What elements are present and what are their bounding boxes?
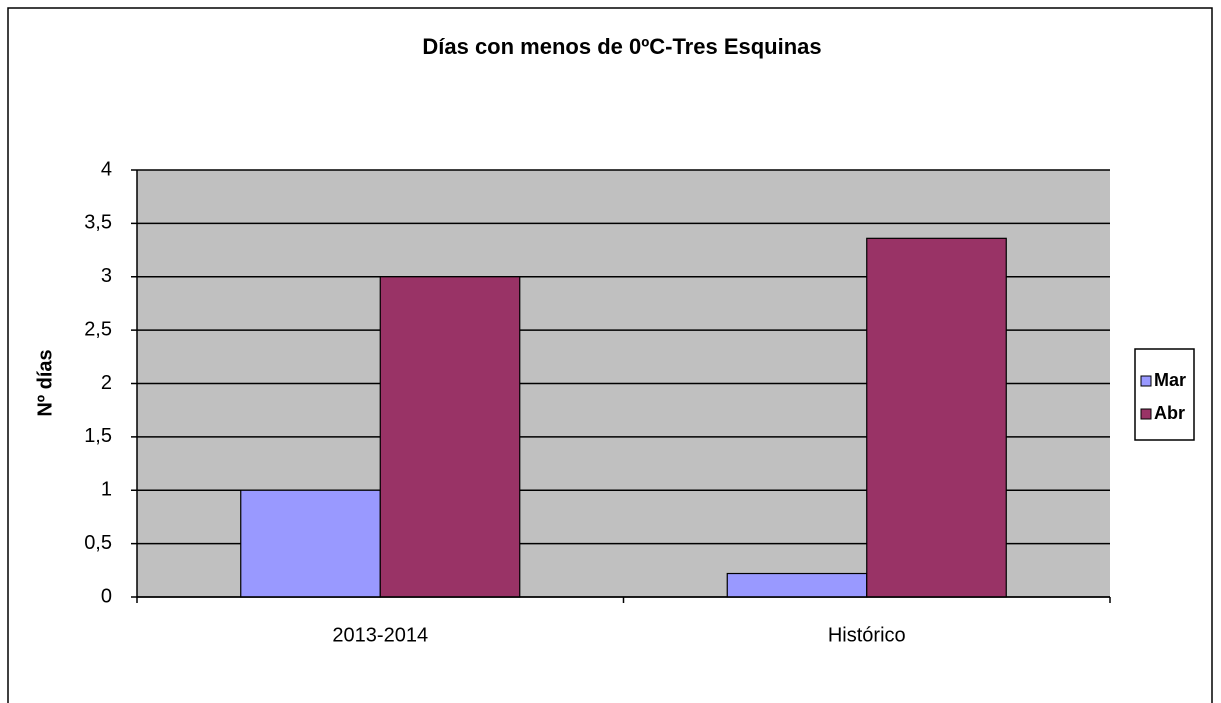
y-tick-label: 3,5 xyxy=(84,212,112,234)
bar xyxy=(379,276,521,598)
legend-swatch xyxy=(1140,408,1152,420)
bar xyxy=(866,237,1007,598)
bar xyxy=(240,489,381,598)
x-tick-label: Histórico xyxy=(828,624,906,646)
y-tick-label: 1,5 xyxy=(84,425,112,447)
y-tick-label: 2,5 xyxy=(84,318,112,340)
y-tick-label: 4 xyxy=(101,158,112,180)
y-tick-label: 2 xyxy=(101,372,112,394)
y-tick-label: 3 xyxy=(101,265,112,287)
legend-box xyxy=(1134,348,1195,441)
legend-label: Abr xyxy=(1154,403,1185,423)
legend-swatch xyxy=(1140,375,1152,387)
y-tick-label: 0 xyxy=(101,585,112,607)
bar xyxy=(726,572,868,598)
legend-label: Mar xyxy=(1154,370,1186,390)
chart-border xyxy=(7,7,1213,703)
chart-title: Días con menos de 0ºC-Tres Esquinas xyxy=(422,34,821,59)
x-tick-label: 2013-2014 xyxy=(332,624,428,646)
y-tick-label: 0,5 xyxy=(84,532,112,554)
y-tick-label: 1 xyxy=(101,479,112,501)
y-axis-title: Nº días xyxy=(34,349,56,416)
